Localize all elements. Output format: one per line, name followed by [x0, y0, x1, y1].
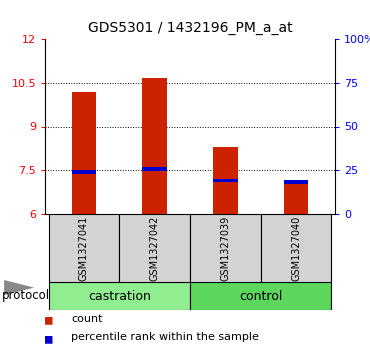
Bar [284, 182, 309, 214]
Text: castration: castration [88, 290, 151, 302]
Bar [142, 78, 167, 214]
Bar [48, 214, 119, 282]
Bar [190, 282, 332, 310]
Text: count: count [71, 314, 102, 324]
Bar [142, 167, 167, 171]
Bar [48, 282, 190, 310]
Text: control: control [239, 290, 282, 302]
Text: ■: ■ [45, 314, 53, 327]
Polygon shape [4, 280, 34, 295]
Text: percentile rank within the sample: percentile rank within the sample [71, 332, 259, 342]
Text: protocol: protocol [2, 290, 50, 302]
Text: GSM1327041: GSM1327041 [79, 215, 89, 281]
Text: GSM1327039: GSM1327039 [221, 215, 231, 281]
Text: ■: ■ [45, 332, 53, 345]
Bar [213, 179, 238, 182]
Bar [71, 91, 96, 214]
Title: GDS5301 / 1432196_PM_a_at: GDS5301 / 1432196_PM_a_at [88, 21, 292, 35]
Bar [261, 214, 332, 282]
Text: GSM1327040: GSM1327040 [291, 215, 301, 281]
Bar [71, 170, 96, 174]
Bar [119, 214, 190, 282]
Bar [284, 180, 309, 184]
Bar [213, 147, 238, 214]
Text: GSM1327042: GSM1327042 [149, 215, 159, 281]
Bar [190, 214, 261, 282]
